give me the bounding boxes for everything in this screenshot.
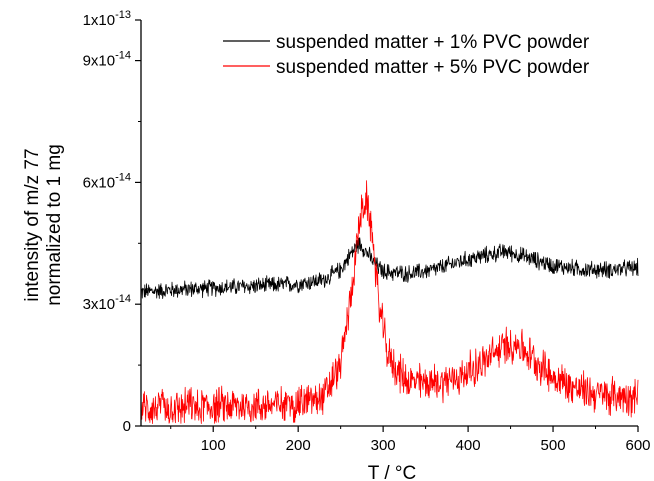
x-tick-label-300: 300 — [371, 437, 396, 454]
x-tick-label-100: 100 — [201, 437, 226, 454]
x-tick-label-400: 400 — [456, 437, 481, 454]
series-layer — [140, 180, 639, 424]
y-tick-label-2: 6x10-14 — [83, 171, 131, 191]
x-tick-label-200: 200 — [286, 437, 311, 454]
x-tick-label-500: 500 — [541, 437, 566, 454]
y-axis-title-line2: normalized to 1 mg — [44, 144, 65, 306]
series-line-0 — [140, 237, 639, 300]
legend-label-1pct: suspended matter + 1% PVC powder — [276, 32, 590, 53]
x-tick-label-600: 600 — [625, 437, 650, 454]
legend-label-5pct: suspended matter + 5% PVC powder — [276, 57, 590, 78]
y-axis-title: intensity of m/z 77 normalized to 1 mg — [22, 144, 65, 306]
ticks-layer: 100 200 300 400 500 600 0 3x10-14 6x10-14 9x10-14… — [83, 9, 651, 454]
axes-layer — [140, 20, 638, 427]
y-axis-title-line1: intensity of m/z 77 — [22, 148, 43, 301]
series-line-1 — [140, 180, 639, 424]
y-tick-label-3: 9x10-14 — [83, 50, 131, 70]
y-tick-label-1: 3x10-14 — [83, 293, 131, 313]
y-tick-label-0: 0 — [123, 418, 131, 435]
legend: suspended matter + 1% PVC powder suspend… — [223, 32, 590, 78]
y-tick-label-4: 1x10-13 — [83, 9, 131, 29]
x-axis-title: T / °C — [368, 463, 416, 481]
